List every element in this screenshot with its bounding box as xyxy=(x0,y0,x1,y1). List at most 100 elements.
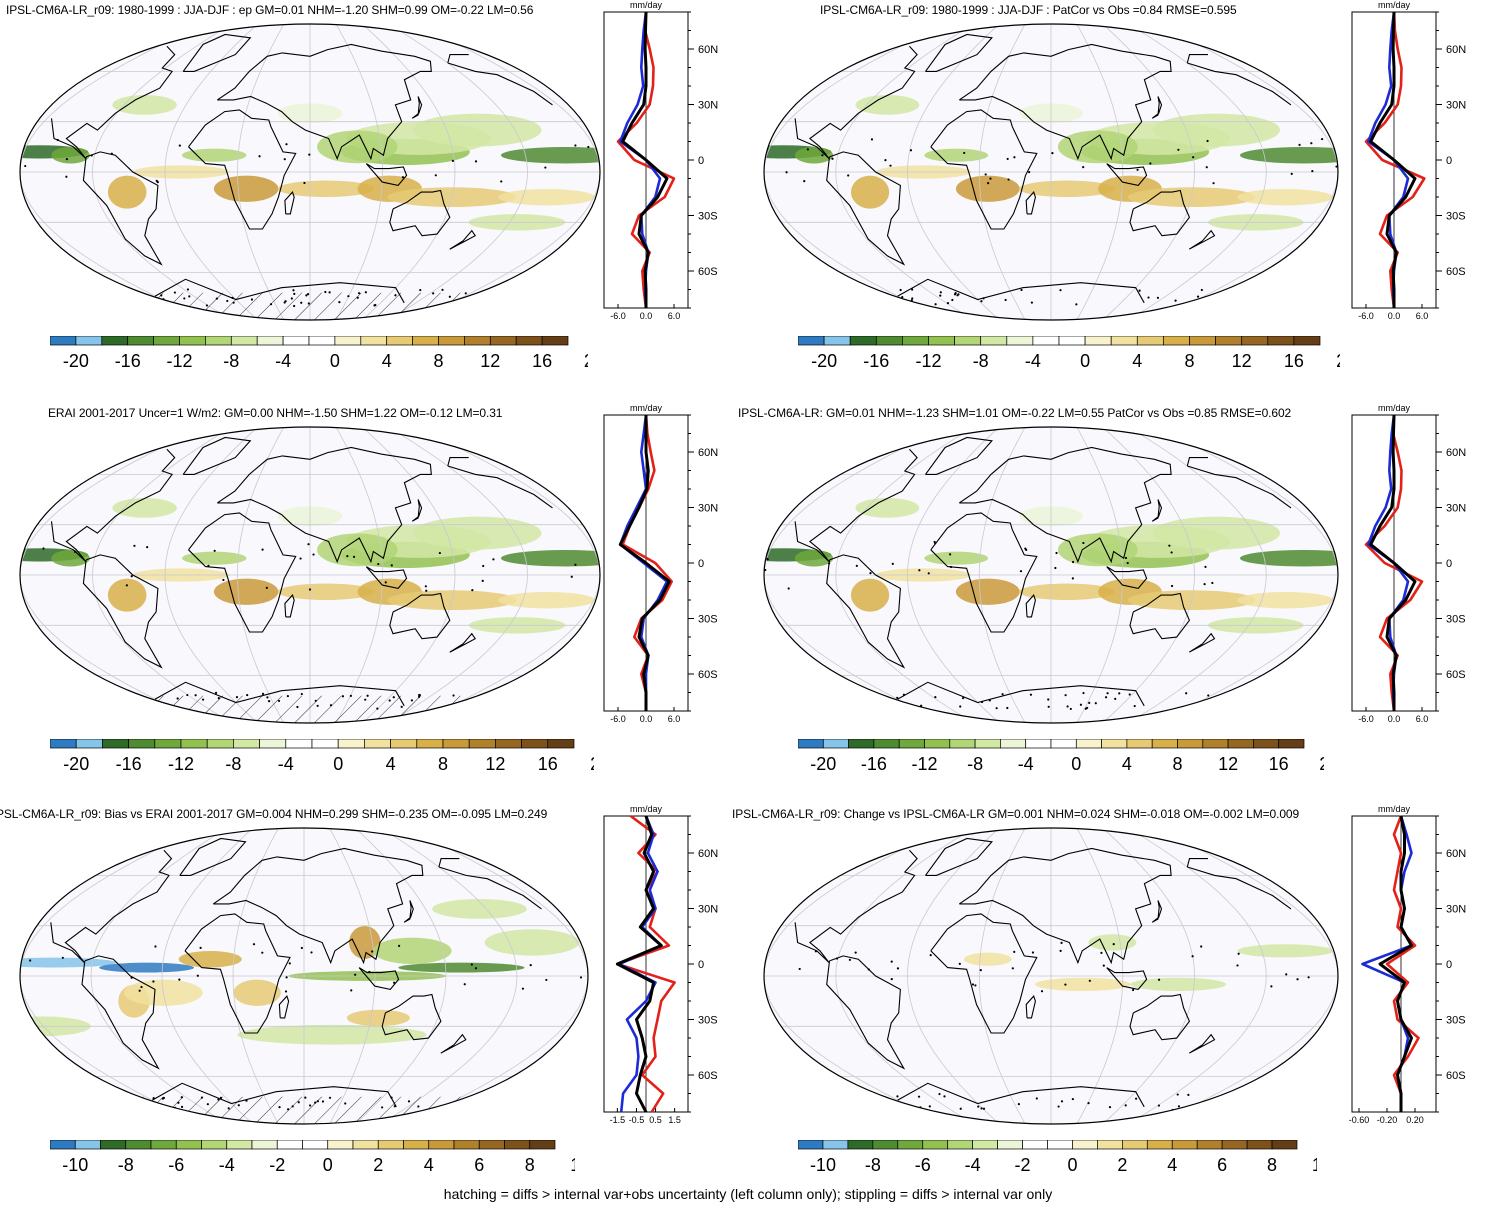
colorbar-swatch xyxy=(101,336,129,346)
coast-namerica xyxy=(794,448,1292,562)
coast-samerica xyxy=(82,554,163,669)
precip-anomaly xyxy=(51,147,90,164)
colorbar-tick-label: -20 xyxy=(810,754,836,774)
colorbar-swatch xyxy=(1278,739,1305,749)
precip-anomaly xyxy=(855,95,920,115)
hatching xyxy=(123,292,544,320)
colorbar-swatch xyxy=(128,739,156,749)
colorbar-tick-label: -4 xyxy=(965,1155,981,1175)
coast-africa xyxy=(930,913,1038,1034)
coast-greenland xyxy=(182,436,252,475)
coast-africa xyxy=(188,512,297,633)
lat-tick-label: 30S xyxy=(698,211,718,223)
footnote: hatching = diffs > internal var+obs unce… xyxy=(443,1186,1053,1202)
colorbar-swatch xyxy=(468,739,496,749)
coast-indonesia xyxy=(365,566,408,590)
precip-anomaly xyxy=(794,147,834,164)
colorbar-swatch xyxy=(1075,739,1102,749)
coast-nz xyxy=(1188,229,1216,250)
precip-anomaly xyxy=(277,180,375,197)
colorbar-swatch xyxy=(898,739,925,749)
coast-africa xyxy=(184,913,291,1034)
colorbar-tick-label: -16 xyxy=(863,351,889,371)
colorbar-swatch xyxy=(1163,336,1190,346)
lat-tick-label: 0 xyxy=(698,959,704,971)
colorbar-tick-label: 16 xyxy=(1269,754,1289,774)
colorbar-swatch xyxy=(949,739,976,749)
precip-anomaly xyxy=(924,551,989,565)
colorbar-swatch xyxy=(1177,739,1204,749)
coast-samerica xyxy=(826,955,906,1070)
colorbar-swatch xyxy=(1202,739,1229,749)
world-map xyxy=(763,827,1339,1125)
colorbar-swatch xyxy=(1293,336,1321,346)
coast-greenland xyxy=(179,837,247,876)
world-map xyxy=(19,23,601,321)
coast-africa xyxy=(188,109,297,230)
colorbar-tick-label: 8 xyxy=(1172,754,1182,774)
colorbar-tick-label: -10 xyxy=(810,1155,836,1175)
colorbar-swatch xyxy=(175,1140,202,1150)
colorbar-swatch xyxy=(282,336,310,346)
colorbar-swatch xyxy=(230,336,258,346)
colorbar-tick-label: 0 xyxy=(333,754,343,774)
x-tick-label: -1.5 xyxy=(610,1115,626,1125)
profile-black-line xyxy=(1378,815,1413,1112)
coast-eurasia xyxy=(958,43,1172,161)
colorbar-tick-label: -8 xyxy=(967,754,983,774)
panel-title: ERAI 2001-2017 Uncer=1 W/m2: GM=0.00 NHM… xyxy=(48,406,503,420)
coast-madagascar xyxy=(278,995,290,1019)
colorbar-swatch xyxy=(872,1140,899,1150)
coast-nz xyxy=(1188,1033,1216,1054)
lat-tick-label: 30N xyxy=(698,100,718,112)
coast-africa xyxy=(930,109,1038,230)
colorbar-tick-label: 16 xyxy=(538,754,558,774)
precip-anomaly xyxy=(112,95,177,115)
colorbar: -20 -16 -12 -8 -4 0 4 8 12 16 20 xyxy=(798,739,1324,774)
colorbar-swatch xyxy=(1025,739,1052,749)
colorbar-swatch xyxy=(1084,336,1112,346)
coast-antarctica xyxy=(897,1082,1145,1108)
colorbar-swatch xyxy=(438,336,465,346)
world-map xyxy=(19,827,589,1125)
colorbar-swatch xyxy=(386,336,413,346)
colorbar-swatch xyxy=(442,739,470,749)
colorbar-tick-label: 4 xyxy=(1132,351,1142,371)
lat-tick-label: 60S xyxy=(698,669,718,681)
graticule xyxy=(20,24,600,320)
precip-anomaly xyxy=(1152,516,1281,550)
colorbar-tick-label: 6 xyxy=(474,1155,484,1175)
coast-antarctica xyxy=(897,278,1145,304)
precip-anomaly xyxy=(182,551,247,565)
precip-anomaly xyxy=(51,550,90,567)
coast-indonesia xyxy=(1106,163,1148,187)
colorbar-swatch xyxy=(1227,739,1254,749)
coastlines xyxy=(794,33,1292,304)
colorbar-tick-label: -2 xyxy=(269,1155,285,1175)
colorbar-swatch xyxy=(412,336,439,346)
colorbar-swatch xyxy=(201,1140,228,1150)
colorbar-tick-label: 8 xyxy=(433,351,443,371)
panel-title: IPSL-CM6A-LR_r09: Change vs IPSL-CM6A-LR… xyxy=(732,807,1300,821)
profile-black-line xyxy=(1369,11,1417,308)
coast-nz xyxy=(440,1033,467,1054)
colorbar-swatch xyxy=(997,1140,1023,1150)
precip-anomaly xyxy=(99,962,194,973)
colorbar-swatch xyxy=(1267,336,1295,346)
coast-australia xyxy=(1129,189,1191,237)
colorbar-tick-label: -4 xyxy=(219,1155,235,1175)
colorbar-tick-label: 2 xyxy=(373,1155,383,1175)
colorbar: -20 -16 -12 -8 -4 0 4 8 12 16 20 xyxy=(50,739,594,774)
coast-greenland xyxy=(925,837,993,876)
colorbar-tick-label: 8 xyxy=(1184,351,1194,371)
colorbar-tick-label: -8 xyxy=(865,1155,881,1175)
precip-anomaly xyxy=(484,929,580,956)
coast-indonesia xyxy=(1106,967,1148,991)
precip-anomaly xyxy=(1237,591,1334,609)
world-map xyxy=(763,23,1339,321)
colorbar-swatch xyxy=(1047,1140,1073,1150)
profile-unit: mm/day xyxy=(1378,403,1411,413)
zonal-mean-profile: mm/day 60N 30N 0 30S 60S -6.0 0.0 6.0 xyxy=(603,0,718,321)
colorbar-swatch xyxy=(206,739,234,749)
colorbar-tick-label: -2 xyxy=(1015,1155,1031,1175)
